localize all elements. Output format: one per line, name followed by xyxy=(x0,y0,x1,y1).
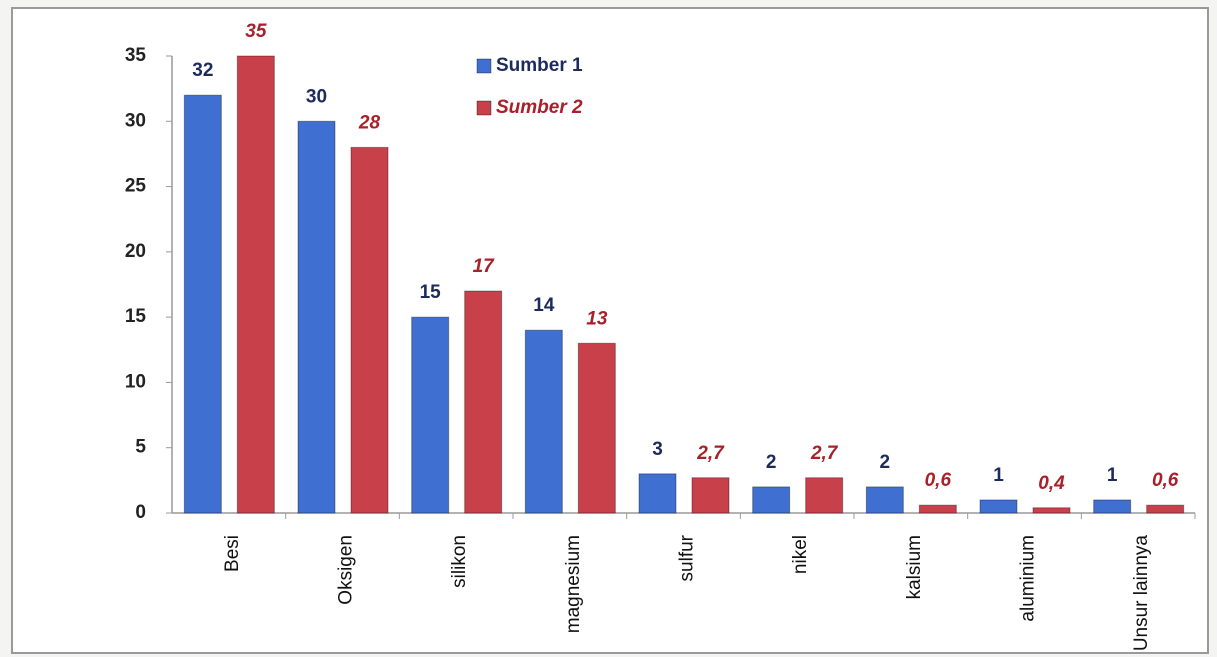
bar xyxy=(918,504,957,514)
legend-label: Sumber 2 xyxy=(496,97,583,118)
data-label: 14 xyxy=(533,295,555,316)
y-tick-label: 0 xyxy=(135,502,146,523)
y-tick-label: 20 xyxy=(125,241,146,262)
y-tick-label: 25 xyxy=(125,176,147,197)
data-label: 17 xyxy=(473,256,496,277)
bar xyxy=(411,316,450,514)
data-label: 2,7 xyxy=(810,443,839,464)
data-label: 28 xyxy=(358,112,381,133)
x-tick-label: silikon xyxy=(449,535,470,588)
y-tick-label: 35 xyxy=(125,45,147,66)
x-tick-label: kalsium xyxy=(904,535,925,599)
data-label: 35 xyxy=(245,21,267,42)
y-tick-label: 15 xyxy=(125,306,147,327)
bar xyxy=(1032,507,1071,514)
data-label: 2 xyxy=(880,452,891,473)
bar xyxy=(979,499,1018,514)
bar xyxy=(1093,499,1132,514)
bar xyxy=(297,120,336,514)
bar xyxy=(805,477,844,514)
data-label: 13 xyxy=(586,308,608,329)
bar xyxy=(464,290,503,514)
data-label: 1 xyxy=(993,465,1004,486)
bar xyxy=(865,486,904,514)
bar xyxy=(691,477,730,514)
bar xyxy=(236,55,275,514)
bar xyxy=(183,94,222,514)
bar xyxy=(638,473,677,514)
data-label: 3 xyxy=(652,439,663,460)
x-tick-label: Unsur lainnya xyxy=(1131,535,1152,652)
bar xyxy=(524,329,563,514)
y-tick-label: 30 xyxy=(125,110,146,131)
data-label: 0,4 xyxy=(1038,473,1065,494)
x-tick-label: magnesium xyxy=(563,535,584,633)
y-tick-label: 10 xyxy=(125,371,146,392)
x-tick-label: aluminium xyxy=(1018,535,1039,622)
legend-swatch xyxy=(476,100,492,116)
data-label: 0,6 xyxy=(925,470,952,491)
bar xyxy=(577,342,616,514)
data-label: 2,7 xyxy=(696,443,725,464)
data-label: 0,6 xyxy=(1152,470,1179,491)
y-tick-label: 5 xyxy=(135,437,146,458)
data-label: 30 xyxy=(306,86,327,107)
data-label: 15 xyxy=(420,282,442,303)
x-tick-label: Oksigen xyxy=(336,535,357,605)
x-tick-label: sulfur xyxy=(677,534,698,581)
bar xyxy=(350,146,389,514)
x-tick-label: Besi xyxy=(222,535,243,572)
legend-swatch xyxy=(476,58,492,74)
bar xyxy=(1146,504,1185,514)
data-label: 1 xyxy=(1107,465,1118,486)
bar xyxy=(752,486,791,514)
data-label: 32 xyxy=(192,60,213,81)
data-label: 2 xyxy=(766,452,777,473)
legend-label: Sumber 1 xyxy=(496,55,583,76)
x-tick-label: nikel xyxy=(790,535,811,574)
